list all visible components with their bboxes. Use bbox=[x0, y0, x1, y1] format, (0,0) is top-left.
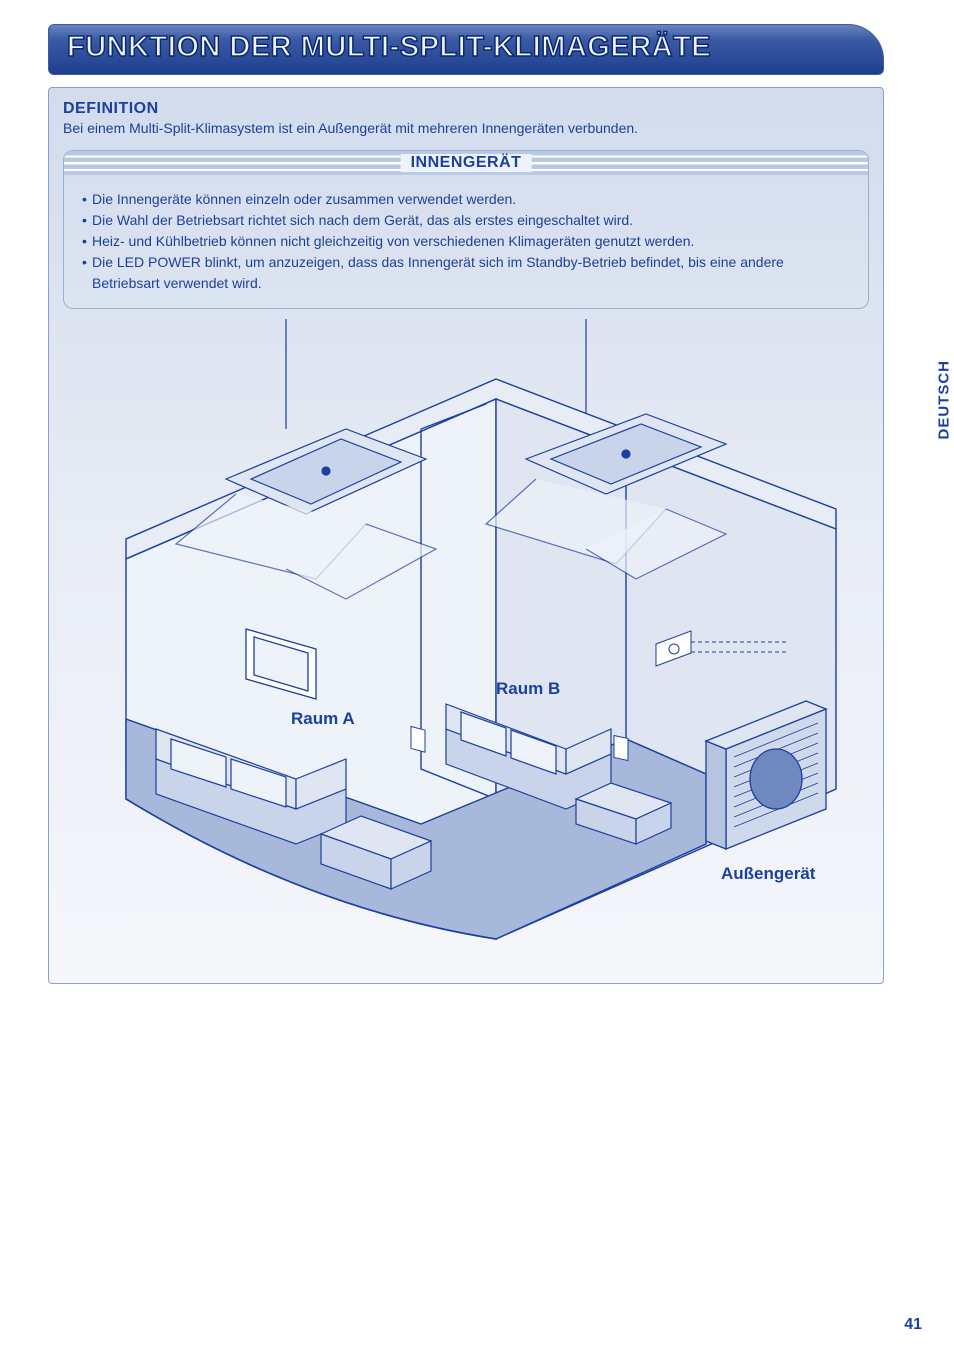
page-title-bar: FUNKTION DER MULTI-SPLIT-KLIMAGERÄTE bbox=[48, 24, 884, 75]
definition-heading: DEFINITION bbox=[63, 100, 869, 118]
bullet-item: Die LED POWER blinkt, um anzuzeigen, das… bbox=[82, 252, 850, 294]
bullet-list: Die Innengeräte können einzeln oder zusa… bbox=[64, 189, 868, 294]
definition-text: Bei einem Multi-Split-Klimasystem ist ei… bbox=[63, 120, 869, 136]
room-b-label: Raum B bbox=[496, 679, 560, 698]
outdoor-unit-label: Außengerät bbox=[721, 864, 816, 883]
section-header: INNENGERÄT bbox=[64, 151, 868, 175]
bullet-item: Die Wahl der Betriebsart richtet sich na… bbox=[82, 210, 850, 231]
language-tab: DEUTSCH bbox=[936, 360, 954, 440]
bullet-item: Die Innengeräte können einzeln oder zusa… bbox=[82, 189, 850, 210]
page-title: FUNKTION DER MULTI-SPLIT-KLIMAGERÄTE bbox=[67, 31, 865, 64]
room-a-label: Raum A bbox=[291, 709, 355, 728]
section-heading: INNENGERÄT bbox=[401, 154, 532, 172]
page-number: 41 bbox=[904, 1316, 922, 1334]
content-panel: DEFINITION Bei einem Multi-Split-Klimasy… bbox=[48, 87, 884, 984]
inner-unit-section: INNENGERÄT Die Innengeräte können einzel… bbox=[63, 150, 869, 309]
diagram-svg: Raum A Raum B Außengerät bbox=[63, 319, 869, 959]
thermostat-a bbox=[411, 726, 425, 752]
system-diagram: Raum A Raum B Außengerät bbox=[63, 319, 869, 959]
bullet-item: Heiz- und Kühlbetrieb können nicht gleic… bbox=[82, 231, 850, 252]
thermostat-b bbox=[614, 735, 628, 760]
manual-page: FUNKTION DER MULTI-SPLIT-KLIMAGERÄTE DEF… bbox=[0, 0, 954, 1008]
